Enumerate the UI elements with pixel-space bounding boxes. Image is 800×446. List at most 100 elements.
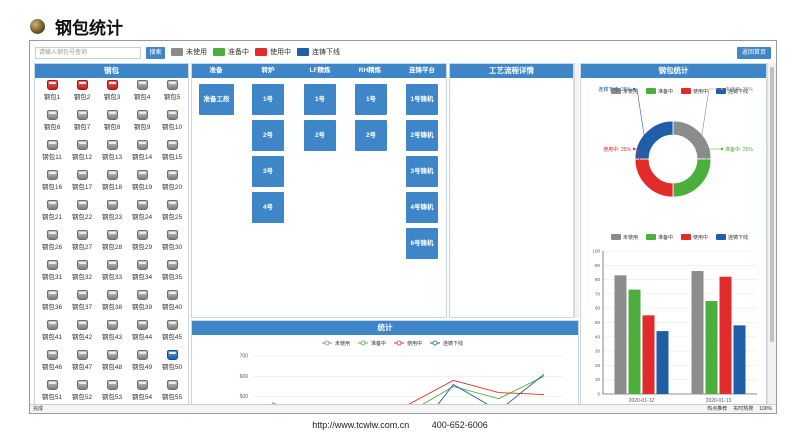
ladle-item[interactable]: 钢包36 bbox=[37, 290, 67, 311]
legend-item[interactable]: 连铸下线 bbox=[297, 47, 340, 57]
legend-item[interactable]: 未使用 bbox=[171, 47, 207, 57]
ladle-item[interactable]: 钢包12 bbox=[67, 140, 97, 161]
ladle-item[interactable]: 钢包34 bbox=[127, 260, 157, 281]
ladle-item[interactable]: 钢包19 bbox=[127, 170, 157, 191]
scrollbar-thumb[interactable] bbox=[770, 67, 774, 342]
ladle-icon bbox=[136, 200, 148, 210]
ladle-icon bbox=[76, 80, 88, 90]
ladle-item[interactable]: 钢包49 bbox=[127, 350, 157, 371]
station-caster-2[interactable]: 2号铸机 bbox=[406, 120, 438, 151]
ladle-item[interactable]: 钢包1 bbox=[37, 80, 67, 101]
realtime-search-link[interactable]: 实时热搜 bbox=[733, 406, 754, 412]
legend-item[interactable]: 准备中 bbox=[213, 47, 249, 57]
donut-data-label: 连铸下线: 25% bbox=[598, 86, 631, 93]
ladle-item[interactable]: 钢包44 bbox=[127, 320, 157, 341]
ladle-item[interactable]: 钢包17 bbox=[67, 170, 97, 191]
station-caster-1[interactable]: 1号铸机 bbox=[406, 84, 438, 115]
bar bbox=[656, 331, 669, 394]
ladle-label: 钢包36 bbox=[41, 304, 63, 311]
ladle-icon bbox=[136, 230, 148, 240]
station-rh-2[interactable]: 2号 bbox=[355, 120, 387, 151]
ladle-item[interactable]: 钢包47 bbox=[67, 350, 97, 371]
ladle-label: 钢包41 bbox=[41, 334, 63, 341]
station-converter-3[interactable]: 3号 bbox=[252, 156, 284, 187]
ladle-item[interactable]: 钢包55 bbox=[157, 380, 187, 401]
station-prepare[interactable]: 准备工段 bbox=[199, 84, 234, 115]
hot-recommend-link[interactable]: 热点推荐 bbox=[707, 406, 728, 412]
station-converter-2[interactable]: 2号 bbox=[252, 120, 284, 151]
detail-scrollbar[interactable] bbox=[574, 63, 579, 318]
ladle-item[interactable]: 钢包20 bbox=[157, 170, 187, 191]
ladle-item[interactable]: 钢包11 bbox=[37, 140, 67, 161]
legend-marker bbox=[432, 340, 438, 346]
ladle-item[interactable]: 钢包8 bbox=[97, 110, 127, 131]
ladle-item[interactable]: 钢包33 bbox=[97, 260, 127, 281]
ladle-item[interactable]: 钢包40 bbox=[157, 290, 187, 311]
page-scrollbar[interactable] bbox=[767, 63, 776, 406]
station-caster-3[interactable]: 3号铸机 bbox=[406, 156, 438, 187]
ladle-item[interactable]: 钢包53 bbox=[97, 380, 127, 401]
ladle-item[interactable]: 钢包42 bbox=[67, 320, 97, 341]
ladle-item[interactable]: 钢包25 bbox=[157, 200, 187, 221]
station-lf-1[interactable]: 1号 bbox=[304, 84, 336, 115]
ladle-item[interactable]: 钢包46 bbox=[37, 350, 67, 371]
ladle-item[interactable]: 钢包6 bbox=[37, 110, 67, 131]
station-lf-2[interactable]: 2号 bbox=[304, 120, 336, 151]
station-converter-4[interactable]: 4号 bbox=[252, 192, 284, 223]
ladle-item[interactable]: 钢包23 bbox=[97, 200, 127, 221]
ladle-item[interactable]: 钢包54 bbox=[127, 380, 157, 401]
ladle-item[interactable]: 钢包15 bbox=[157, 140, 187, 161]
ladle-item[interactable]: 钢包52 bbox=[67, 380, 97, 401]
ladle-item[interactable]: 钢包41 bbox=[37, 320, 67, 341]
ladle-item[interactable]: 钢包24 bbox=[127, 200, 157, 221]
ladle-item[interactable]: 钢包3 bbox=[97, 80, 127, 101]
ladle-item[interactable]: 钢包48 bbox=[97, 350, 127, 371]
ladle-item[interactable]: 钢包29 bbox=[127, 230, 157, 251]
ladle-item[interactable]: 钢包28 bbox=[97, 230, 127, 251]
station-caster-6[interactable]: 6号铸机 bbox=[406, 228, 438, 259]
ladle-item[interactable]: 钢包38 bbox=[97, 290, 127, 311]
back-home-button[interactable]: 返回首页 bbox=[737, 47, 771, 59]
footer-url[interactable]: http://www.tcwlw.com.cn bbox=[312, 420, 410, 430]
ladle-item[interactable]: 钢包13 bbox=[97, 140, 127, 161]
ladle-item[interactable]: 钢包16 bbox=[37, 170, 67, 191]
ladle-item[interactable]: 钢包43 bbox=[97, 320, 127, 341]
ladle-label: 钢包25 bbox=[161, 214, 183, 221]
ladle-item[interactable]: 钢包50 bbox=[157, 350, 187, 371]
ladle-item[interactable]: 钢包4 bbox=[127, 80, 157, 101]
ladle-item[interactable]: 钢包7 bbox=[67, 110, 97, 131]
zoom-level[interactable]: 100% bbox=[759, 406, 772, 412]
ladle-item[interactable]: 钢包37 bbox=[67, 290, 97, 311]
ladle-item[interactable]: 钢包2 bbox=[67, 80, 97, 101]
ladle-item[interactable]: 钢包14 bbox=[127, 140, 157, 161]
ladle-item[interactable]: 钢包45 bbox=[157, 320, 187, 341]
ladle-icon bbox=[76, 140, 88, 150]
y-tick-label: 20 bbox=[595, 363, 601, 368]
ladle-item[interactable]: 钢包18 bbox=[97, 170, 127, 191]
station-converter-1[interactable]: 1号 bbox=[252, 84, 284, 115]
ladle-item[interactable]: 钢包5 bbox=[157, 80, 187, 101]
ladle-item[interactable]: 钢包39 bbox=[127, 290, 157, 311]
legend-label: 连铸下线 bbox=[728, 88, 748, 95]
ladle-item[interactable]: 钢包26 bbox=[37, 230, 67, 251]
ladle-item[interactable]: 钢包9 bbox=[127, 110, 157, 131]
ladle-item[interactable]: 钢包35 bbox=[157, 260, 187, 281]
detail-panel-title: 工艺流程详情 bbox=[450, 64, 573, 78]
ladle-item[interactable]: 钢包27 bbox=[67, 230, 97, 251]
station-caster-4[interactable]: 4号铸机 bbox=[406, 192, 438, 223]
ladle-item[interactable]: 钢包22 bbox=[67, 200, 97, 221]
ladle-item[interactable]: 钢包51 bbox=[37, 380, 67, 401]
ladle-item[interactable]: 钢包21 bbox=[37, 200, 67, 221]
search-input[interactable]: 请输入钢包号查询 bbox=[35, 47, 141, 59]
search-button[interactable]: 搜索 bbox=[146, 47, 165, 59]
ladle-icon bbox=[166, 350, 178, 360]
ladle-label: 钢包53 bbox=[101, 394, 123, 401]
ladle-item[interactable]: 钢包10 bbox=[157, 110, 187, 131]
ladle-item[interactable]: 钢包31 bbox=[37, 260, 67, 281]
ladle-label: 钢包5 bbox=[163, 94, 181, 101]
ladle-item[interactable]: 钢包32 bbox=[67, 260, 97, 281]
ladle-item[interactable]: 钢包30 bbox=[157, 230, 187, 251]
col-converter: 转炉 bbox=[261, 67, 275, 74]
station-rh-1[interactable]: 1号 bbox=[355, 84, 387, 115]
legend-item[interactable]: 使用中 bbox=[255, 47, 291, 57]
